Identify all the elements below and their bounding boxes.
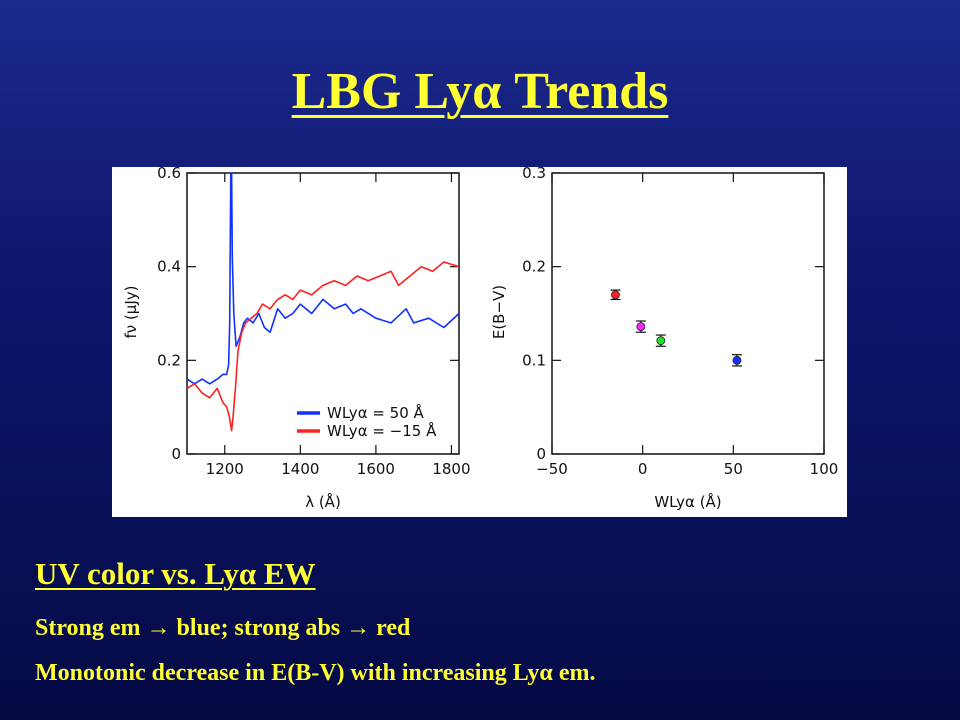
spectrum-plot-ticks: 1200 1400 1600 1800 0 0.2 0.4 0.6: [157, 167, 470, 478]
spectrum-xtick-label: 1800: [432, 460, 470, 478]
legend-label-blue: WLyα = 50 Å: [327, 403, 425, 422]
bullet-strong-em: Strong em → blue; strong abs → red: [35, 615, 411, 641]
ebv-xtick-label: 0: [638, 460, 648, 478]
figure-svg: 1200 1400 1600 1800 0 0.2 0.4 0.6 WLyα = 50 Å W…: [122, 167, 838, 511]
ebv-xtick-label: 100: [810, 460, 839, 478]
data-point: [611, 290, 620, 300]
ebv-ytick-label: 0: [536, 445, 546, 463]
ebv-ytick-label: 0.2: [522, 258, 546, 276]
legend-label-red: WLyα = −15 Å: [327, 421, 437, 440]
ebv-plot-points: [610, 289, 742, 367]
slide-title: LBG Lyα Trends: [291, 63, 669, 120]
section-heading: UV color vs. Lyα EW: [35, 556, 316, 591]
ebv-ylabel: E(B−V): [490, 285, 508, 339]
ebv-xlabel: WLyα (Å): [654, 492, 721, 511]
spectrum-ytick-label: 0.6: [157, 167, 181, 182]
spectrum-ytick-label: 0: [171, 445, 181, 463]
ebv-plot-frame: [551, 172, 825, 455]
ebv-xtick-label: 50: [724, 460, 743, 478]
series-line-red: [186, 261, 460, 432]
figure-panel: 1200 1400 1600 1800 0 0.2 0.4 0.6 WLyα = 50 Å W…: [112, 167, 847, 517]
data-point: [732, 355, 742, 365]
series-line-blue: [186, 172, 460, 385]
spectrum-ytick-label: 0.4: [157, 258, 181, 276]
ebv-xtick-label: −50: [536, 460, 568, 478]
data-point: [656, 336, 666, 346]
spectrum-xlabel: λ (Å): [305, 492, 341, 511]
spectrum-ylabel: fν (μJy): [122, 286, 140, 339]
spectrum-xtick-label: 1600: [357, 460, 395, 478]
data-point: [636, 322, 646, 332]
ebv-ytick-label: 0.3: [522, 167, 546, 182]
bullet-monotonic-decrease: Monotonic decrease in E(B-V) with increa…: [35, 660, 596, 686]
ebv-ytick-label: 0.1: [522, 351, 546, 369]
spectrum-plot-series: [186, 172, 460, 432]
spectrum-xtick-label: 1400: [281, 460, 319, 478]
spectrum-legend: WLyα = 50 Å WLyα = −15 Å: [297, 403, 437, 440]
spectrum-xtick-label: 1200: [206, 460, 244, 478]
spectrum-ytick-label: 0.2: [157, 351, 181, 369]
